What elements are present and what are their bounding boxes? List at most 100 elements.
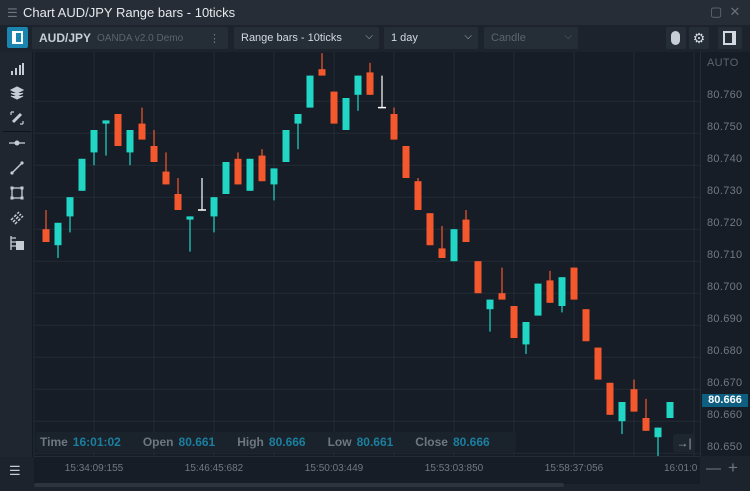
more-icon[interactable]: ⋮ xyxy=(209,32,220,45)
style-dropdown[interactable]: Candle ⌵ xyxy=(484,27,578,49)
auto-scale-toggle[interactable]: AUTO xyxy=(707,57,739,69)
arrow-right-bar-icon: →| xyxy=(676,436,692,450)
candle-down[interactable] xyxy=(174,194,182,210)
zoom-out-button[interactable]: — xyxy=(706,460,721,477)
candle-down[interactable] xyxy=(162,171,170,185)
price-tick-label: 80.660 xyxy=(707,409,743,422)
candle-up[interactable] xyxy=(282,130,290,162)
candle-up[interactable] xyxy=(306,75,314,108)
candlestick-chart[interactable] xyxy=(34,52,700,456)
candle-down[interactable] xyxy=(402,146,410,178)
settings-button[interactable]: ⚙ xyxy=(689,27,709,49)
candle-down[interactable] xyxy=(594,347,602,380)
candle-down[interactable] xyxy=(234,158,242,185)
price-axis[interactable]: AUTO 80.760 80.750 80.740 80.730 80.720 80.71… xyxy=(700,52,750,456)
hamburger-menu-icon[interactable]: ☰ xyxy=(7,5,18,20)
fibonacci-icon xyxy=(10,211,24,225)
candle-up[interactable] xyxy=(450,229,458,262)
candle-down[interactable] xyxy=(582,309,590,342)
candle-down[interactable] xyxy=(414,181,422,210)
candle-up[interactable] xyxy=(354,75,362,95)
candle-down[interactable] xyxy=(114,114,122,146)
price-tick-label: 80.700 xyxy=(707,281,743,294)
trend-line-button[interactable] xyxy=(8,159,26,177)
candle-up[interactable] xyxy=(66,197,74,217)
candle-down[interactable] xyxy=(546,280,554,303)
candle-up[interactable] xyxy=(102,120,110,124)
candle-down[interactable] xyxy=(606,382,614,415)
candle-up[interactable] xyxy=(246,158,254,191)
candle-up[interactable] xyxy=(54,222,62,246)
candle-down[interactable] xyxy=(426,213,434,246)
candle-up[interactable] xyxy=(342,98,350,130)
rectangle-button[interactable] xyxy=(8,184,26,202)
candle-down[interactable] xyxy=(42,229,50,242)
object-list-icon xyxy=(10,236,24,250)
candle-down[interactable] xyxy=(438,248,446,258)
time-tick-label: 16:01:0 xyxy=(664,463,698,474)
candle-down[interactable] xyxy=(258,155,266,182)
candle-down[interactable] xyxy=(462,219,470,242)
rectangle-icon xyxy=(10,186,24,200)
candle-up[interactable] xyxy=(270,168,278,185)
price-tick-label: 80.680 xyxy=(707,345,743,358)
candle-up[interactable] xyxy=(78,158,86,191)
candle-up[interactable] xyxy=(558,277,566,306)
candle-up[interactable] xyxy=(486,299,494,310)
candle-up[interactable] xyxy=(90,130,98,153)
close-icon[interactable]: ✕ xyxy=(729,4,741,19)
chart-type-dropdown[interactable]: Range bars - 10ticks ⌵ xyxy=(234,27,379,49)
high-label: High xyxy=(237,435,264,449)
candle-down[interactable] xyxy=(318,69,326,76)
object-list-button[interactable] xyxy=(8,234,26,252)
candle-up[interactable] xyxy=(618,402,626,422)
window-title: Chart AUD/JPY Range bars - 10ticks xyxy=(23,5,236,20)
toggle-panel-button[interactable] xyxy=(7,27,28,48)
list-button[interactable]: ☰ xyxy=(9,463,25,478)
candle-down[interactable] xyxy=(330,91,338,124)
symbol-selector[interactable]: AUD/JPY OANDA v2.0 Demo ⋮ xyxy=(32,27,228,49)
candle-down[interactable] xyxy=(570,267,578,300)
chart-area[interactable] xyxy=(34,52,700,456)
draw-edit-button[interactable] xyxy=(8,109,26,127)
candle-up[interactable] xyxy=(222,162,230,194)
candle-down[interactable] xyxy=(138,123,146,140)
fibonacci-button[interactable] xyxy=(8,209,26,227)
candle-down[interactable] xyxy=(474,261,482,294)
mouse-icon xyxy=(671,31,680,45)
low-label: Low xyxy=(327,435,352,449)
symbol-name: AUD/JPY xyxy=(39,31,92,45)
candle-up[interactable] xyxy=(534,283,542,316)
candle-down[interactable] xyxy=(642,418,650,431)
time-axis[interactable]: 15:34:09:155 15:46:45:682 15:50:03:449 15:5… xyxy=(34,456,700,484)
indicators-button[interactable] xyxy=(8,60,26,78)
horizontal-scrollbar[interactable] xyxy=(34,483,564,487)
candle-up[interactable] xyxy=(654,427,662,438)
candle-down[interactable] xyxy=(630,389,638,412)
time-tick-label: 15:46:45:682 xyxy=(184,463,244,474)
candle-down[interactable] xyxy=(150,146,158,162)
horizontal-line-button[interactable] xyxy=(8,134,26,152)
candle-up[interactable] xyxy=(666,402,674,418)
candle-down[interactable] xyxy=(366,72,374,95)
price-tick-label: 80.760 xyxy=(707,89,743,102)
scroll-to-latest-button[interactable]: →| xyxy=(673,434,695,452)
close-value: 80.666 xyxy=(452,435,490,449)
mouse-mode-button[interactable] xyxy=(666,27,686,49)
period-dropdown[interactable]: 1 day ⌵ xyxy=(384,27,478,49)
candle-up[interactable] xyxy=(126,130,134,153)
layers-button[interactable] xyxy=(8,84,26,102)
time-label: Time xyxy=(40,435,68,449)
candle-up[interactable] xyxy=(294,114,302,124)
candle-down[interactable] xyxy=(390,114,398,140)
zoom-in-button[interactable]: + xyxy=(728,458,738,477)
candle-down[interactable] xyxy=(498,293,506,300)
right-panel-button[interactable] xyxy=(718,27,742,49)
maximize-icon[interactable]: ▢ xyxy=(710,4,723,19)
candle-up[interactable] xyxy=(210,197,218,217)
candle-up[interactable] xyxy=(186,216,194,220)
chevron-down-icon: ⌵ xyxy=(464,31,472,42)
candle-up[interactable] xyxy=(522,322,530,345)
price-tick-label: 80.750 xyxy=(707,121,743,134)
candle-down[interactable] xyxy=(510,306,518,338)
